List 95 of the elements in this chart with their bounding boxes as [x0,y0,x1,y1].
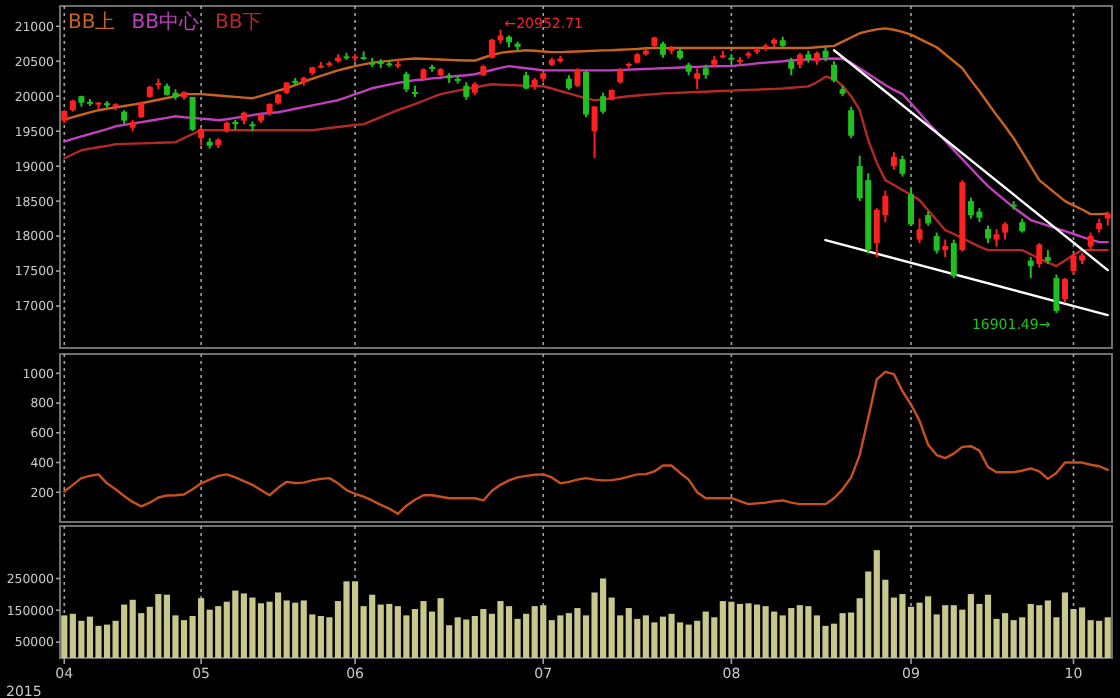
bar [745,603,752,658]
bar [753,604,761,658]
bar [950,605,957,658]
bar [728,601,735,658]
bar [762,606,769,658]
bar [437,598,444,658]
bar [540,605,547,658]
bar [343,581,350,658]
bar [873,550,880,658]
bar [694,620,701,658]
candlestick [189,95,196,133]
text: BB下 [214,12,263,34]
candlestick [583,70,589,119]
bar [736,603,744,658]
bar [129,599,136,658]
bar [916,602,923,658]
candlestick [403,70,410,94]
bar [283,600,290,658]
bar [292,602,299,658]
bar [411,609,419,658]
bar [257,603,265,658]
bar [1027,603,1034,658]
bar [1061,592,1069,658]
candlestick [950,238,957,280]
candlestick [694,67,701,91]
bar [1044,600,1051,658]
bar [454,617,461,658]
bar [668,613,675,658]
bar [471,616,478,658]
candlestick [1036,242,1043,269]
bar [121,604,128,658]
bar [984,594,992,658]
bar [369,594,376,658]
bar [659,616,667,658]
bar [394,606,401,658]
bar [505,606,513,658]
bar [86,616,94,658]
candlestick [831,60,838,84]
text: BB上 [68,10,116,34]
bar [796,605,803,658]
candlestick [574,67,581,89]
bar [651,622,658,658]
candlestick [600,91,607,115]
candlestick [967,196,974,220]
candlestick [916,217,923,245]
bar [497,601,504,658]
bar [805,606,812,658]
bar [779,615,786,658]
bar [69,613,76,658]
bar [942,605,949,658]
bar [1104,617,1111,658]
candlestick [933,231,940,255]
bar [788,608,795,658]
bar [463,619,470,658]
bar [215,606,222,658]
bar [531,606,538,658]
bar [95,625,102,658]
bar [771,611,778,658]
bar [1096,620,1103,658]
bar [719,601,726,658]
candlestick [908,186,914,227]
bar [78,620,85,658]
bar [702,611,709,658]
candlestick [1061,277,1068,304]
candlestick [1027,256,1034,280]
bar [386,603,393,658]
bar [557,615,564,658]
candlestick [1070,252,1077,276]
bar [625,608,632,658]
bar [899,594,906,658]
bar [420,601,427,658]
bar [351,581,359,658]
bar [155,594,162,658]
bar [839,613,846,658]
bar [1010,620,1017,658]
candlestick [899,154,906,178]
line-series [63,75,1109,268]
bar [180,620,188,658]
bar [103,624,111,658]
bar [317,616,324,658]
bar [480,609,487,658]
candlestick [591,105,598,160]
bar [300,600,307,658]
bar [249,597,256,658]
bar [1078,607,1086,658]
bar [1036,605,1043,658]
candlestick [848,105,855,140]
bar [232,590,239,658]
bar [685,624,692,658]
bar [574,608,581,658]
line-series [63,370,1109,516]
line-series [63,27,1109,216]
candlestick [1053,273,1060,314]
bar [61,615,68,658]
text: BB中心 [131,10,199,34]
